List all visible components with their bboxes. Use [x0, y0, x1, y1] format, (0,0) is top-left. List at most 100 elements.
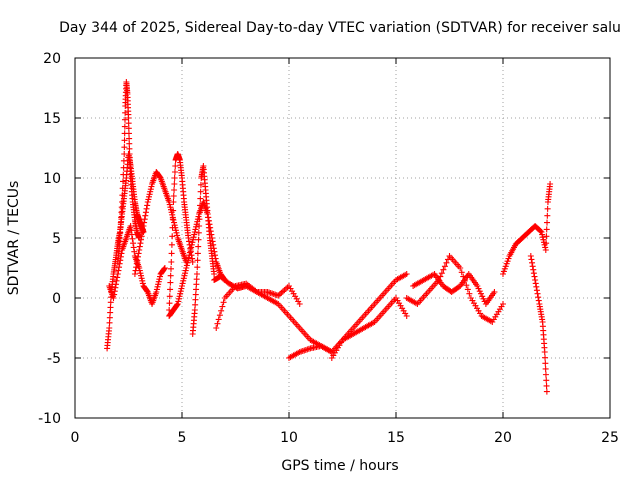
- data-point: [133, 264, 140, 271]
- data-point: [117, 253, 124, 260]
- data-point: [530, 270, 537, 277]
- data-point: [540, 236, 547, 243]
- data-point: [212, 252, 219, 259]
- data-point: [118, 250, 125, 257]
- data-point: [140, 229, 147, 235]
- data-point: [185, 254, 192, 261]
- data-point: [145, 193, 152, 200]
- data-point: [533, 287, 540, 294]
- data-point: [125, 115, 132, 121]
- data-point: [466, 290, 473, 297]
- data-point: [155, 278, 162, 285]
- data-point: [147, 188, 154, 195]
- data-point: [195, 213, 202, 220]
- data-point: [141, 219, 148, 226]
- data-point: [141, 216, 148, 223]
- data-point: [180, 275, 187, 282]
- data-point: [130, 244, 137, 251]
- data-point: [144, 288, 151, 295]
- data-point: [139, 226, 146, 233]
- data-point: [156, 174, 163, 181]
- data-point: [138, 233, 145, 240]
- data-point: [188, 241, 195, 248]
- data-point: [543, 226, 550, 233]
- data-point: [168, 241, 175, 248]
- data-point: [121, 116, 128, 123]
- data-point: [438, 270, 445, 277]
- data-point: [534, 290, 541, 297]
- data-point: [174, 301, 181, 307]
- data-point: [196, 223, 203, 229]
- x-tick-label: 20: [494, 430, 512, 446]
- data-point: [178, 285, 185, 292]
- data-point: [196, 216, 203, 223]
- data-point: [167, 286, 174, 293]
- data-point: [197, 188, 204, 195]
- data-point: [542, 354, 549, 361]
- data-point: [186, 249, 193, 256]
- axis-ticks: 0 5 10 15 20 25 -10 -5 0 5 10 15 20: [38, 51, 619, 446]
- data-point: [185, 257, 192, 264]
- data-point: [146, 191, 153, 198]
- data-point: [532, 280, 539, 287]
- data-point: [214, 320, 221, 327]
- data-point: [196, 209, 203, 216]
- data-point: [116, 264, 123, 271]
- data-point: [161, 265, 168, 271]
- data-point: [156, 276, 163, 283]
- data-point: [195, 229, 202, 236]
- data-point: [503, 260, 510, 267]
- x-tick-label: 15: [387, 430, 405, 446]
- data-point: [530, 266, 537, 273]
- data-point: [186, 252, 193, 259]
- data-point: [166, 300, 173, 307]
- data-point: [171, 219, 178, 226]
- data-point: [194, 264, 201, 271]
- data-point: [500, 268, 507, 275]
- data-point: [130, 240, 137, 247]
- y-tick-label: 0: [52, 291, 61, 307]
- data-point: [500, 271, 506, 277]
- data-point: [539, 234, 546, 241]
- chart-title: Day 344 of 2025, Sidereal Day-to-day VTE…: [59, 20, 621, 36]
- data-point: [169, 233, 176, 240]
- data-point: [171, 181, 178, 187]
- x-tick-label: 0: [71, 430, 80, 446]
- data-point: [114, 271, 121, 277]
- data-point: [144, 202, 151, 209]
- data-point: [131, 271, 138, 277]
- data-point: [543, 377, 550, 384]
- data-point: [154, 283, 161, 290]
- data-point: [132, 267, 139, 274]
- data-point: [544, 212, 551, 219]
- data-point: [535, 294, 542, 301]
- data-point: [119, 178, 126, 185]
- data-point: [144, 199, 151, 205]
- data-point: [112, 284, 119, 291]
- data-point: [542, 247, 549, 253]
- data-point: [113, 277, 120, 284]
- data-point: [197, 195, 204, 202]
- data-point: [117, 224, 124, 231]
- data-point: [195, 236, 202, 243]
- grid: [75, 58, 610, 418]
- data-point: [182, 270, 189, 277]
- data-point: [120, 171, 127, 178]
- data-point: [475, 285, 482, 292]
- data-point: [128, 231, 135, 238]
- data-point: [166, 293, 173, 300]
- data-point: [192, 301, 199, 308]
- data-point: [115, 267, 122, 274]
- data-point: [173, 229, 180, 236]
- data-point: [120, 164, 127, 171]
- data-point: [193, 271, 200, 277]
- data-point: [170, 199, 177, 205]
- data-point: [137, 240, 144, 247]
- data-point: [170, 193, 177, 199]
- data-point: [296, 301, 303, 307]
- data-point: [121, 144, 128, 151]
- data-point: [543, 233, 550, 240]
- data-point: [184, 259, 191, 266]
- data-point: [118, 214, 125, 221]
- data-point: [463, 282, 470, 289]
